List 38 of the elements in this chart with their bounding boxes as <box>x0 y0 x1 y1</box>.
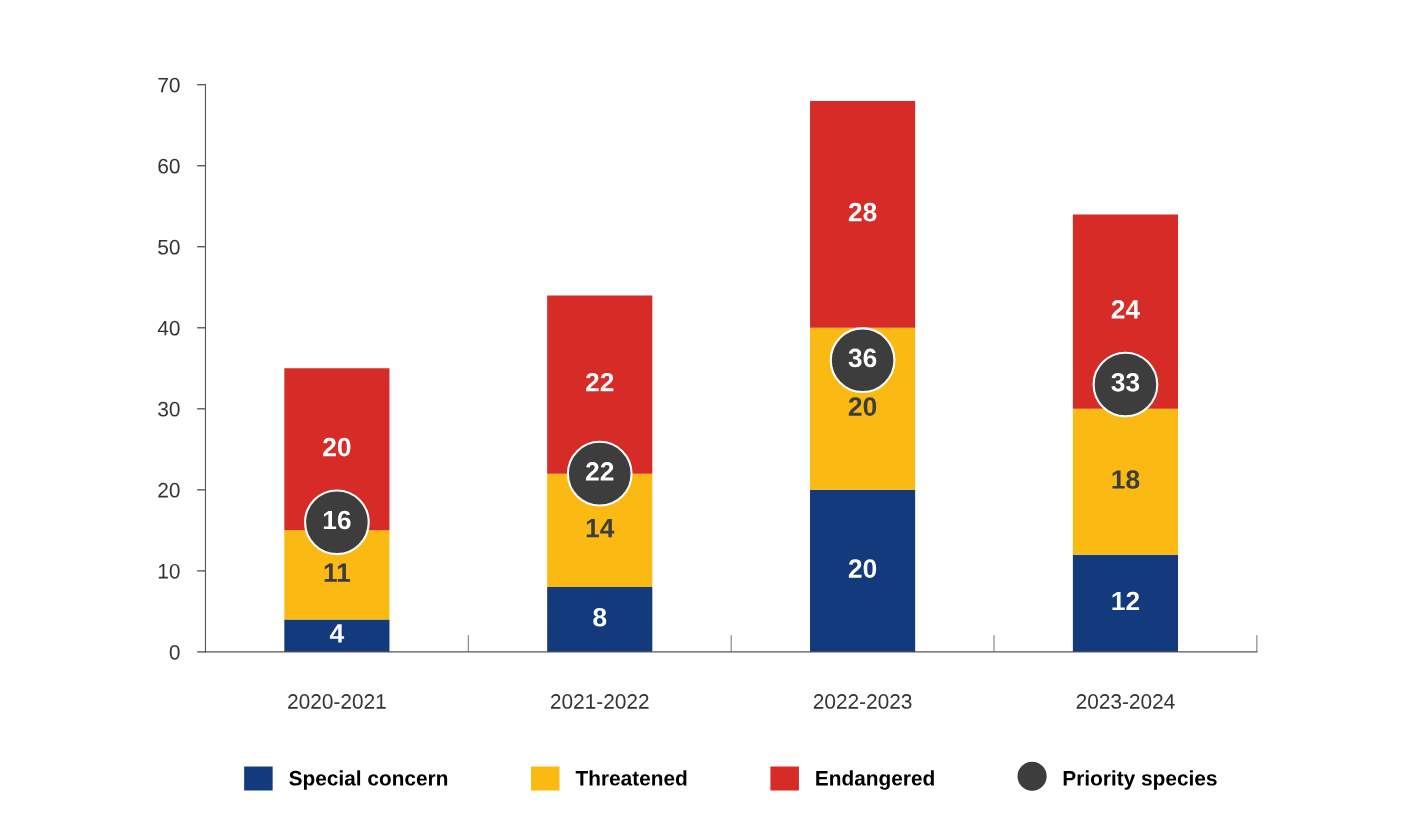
bar <box>1072 554 1179 652</box>
data-label: 28 <box>848 202 877 222</box>
data-label: 33 <box>1111 372 1140 392</box>
data-label: 20 <box>848 397 877 416</box>
data-label: 4 <box>329 624 345 643</box>
x-tick-label: 2021-2022 <box>550 694 649 709</box>
data-label: 18 <box>1112 470 1140 489</box>
y-tick-label: 10 <box>158 563 180 579</box>
bar <box>547 587 653 652</box>
data-label: 11 <box>324 563 351 582</box>
data-label: 22 <box>585 462 614 481</box>
data-label: 20 <box>323 437 351 457</box>
data-label: 24 <box>1111 300 1140 319</box>
legend-label: Special concern <box>289 770 448 790</box>
x-tick-label: 2020-2021 <box>288 694 386 709</box>
data-label: 14 <box>586 519 615 538</box>
legend-label: Endangered <box>816 770 934 790</box>
bar <box>1072 408 1179 555</box>
legend-label: Threatened <box>575 770 687 786</box>
bar <box>810 489 916 652</box>
y-tick-label: 0 <box>169 644 180 660</box>
data-label: 8 <box>593 607 607 627</box>
bar <box>284 619 390 652</box>
data-label: 36 <box>848 348 877 368</box>
x-tick-label: 2022-2023 <box>813 694 912 709</box>
y-tick-label: 20 <box>158 482 180 498</box>
data-label: 12 <box>1112 591 1140 611</box>
y-tick-label: 70 <box>158 77 180 93</box>
x-tick-label: 2023-2024 <box>1076 694 1175 709</box>
y-tick-label: 40 <box>157 320 180 336</box>
data-label: 22 <box>585 372 614 392</box>
y-tick-label: 50 <box>158 239 180 255</box>
data-label: 20 <box>848 559 877 578</box>
y-tick-label: 60 <box>158 158 180 174</box>
legend-label: Priority species <box>1063 770 1217 790</box>
data-label: 16 <box>323 510 351 530</box>
y-tick-label: 30 <box>158 401 180 417</box>
bar <box>810 100 916 328</box>
